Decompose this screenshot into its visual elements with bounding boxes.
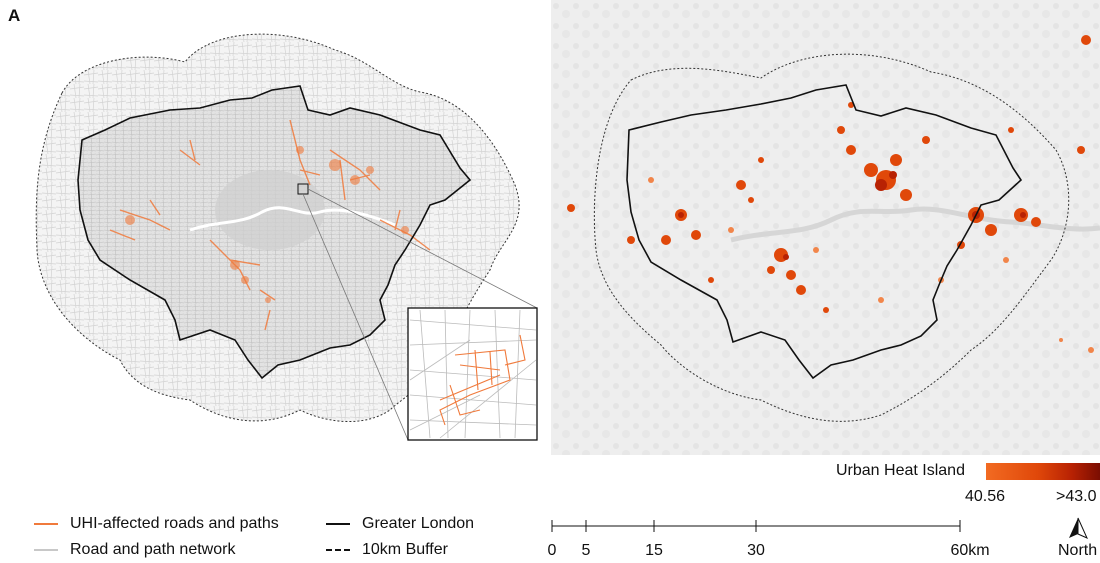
legend-buffer: 10km Buffer (326, 541, 448, 559)
legend-greater-london-label: Greater London (362, 515, 475, 532)
road-network-map (0, 0, 548, 455)
inset-zoom-map (407, 307, 538, 441)
scale-bar (551, 520, 961, 532)
legend-greater-london: Greater London (326, 515, 474, 533)
scale-tick-label: 15 (645, 542, 663, 559)
legend-uhi-roads: UHI-affected roads and paths (34, 515, 279, 533)
heat-scale-min: 40.56 (965, 488, 1006, 505)
north-label: North (1058, 542, 1098, 559)
greater-london-boundary (77, 85, 472, 380)
legend-uhi-roads-label: UHI-affected roads and paths (70, 515, 279, 532)
legend-road-network-label: Road and path network (70, 541, 236, 558)
greater-london-boundary-b (626, 84, 1023, 380)
scale-tick-label: 30 (747, 542, 765, 559)
legend-road-network: Road and path network (34, 541, 235, 559)
heat-patches-layer (567, 35, 1094, 353)
heat-scale-bar (986, 463, 1100, 480)
urban-heat-island-map (551, 0, 1100, 455)
road-network-map-svg (35, 33, 538, 441)
scale-tick-label: 60km (950, 542, 990, 559)
legend-buffer-label: 10km Buffer (362, 541, 448, 558)
uhi-roads-swatch (34, 523, 58, 525)
heat-scale-title: Urban Heat Island (836, 462, 965, 479)
urban-heat-island-map-svg (551, 0, 1100, 455)
scale-tick-label: 5 (581, 542, 591, 559)
heat-scale-max: >43.0 (1056, 488, 1097, 505)
panel-a-label: A (8, 6, 21, 25)
scale-tick-label: 0 (547, 542, 557, 559)
buffer-swatch (326, 549, 350, 551)
north-arrow-icon (1069, 517, 1088, 539)
road-network-swatch (34, 549, 58, 551)
greater-london-swatch (326, 523, 350, 525)
